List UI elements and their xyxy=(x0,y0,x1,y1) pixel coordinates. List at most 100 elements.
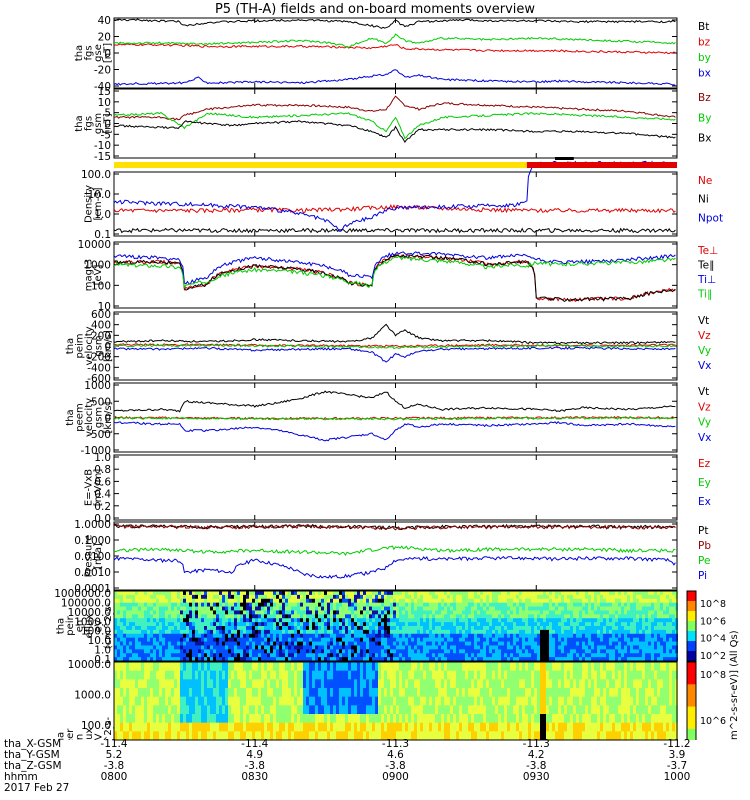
heatmap-cell xyxy=(669,641,672,646)
heatmap-cell xyxy=(300,626,303,631)
heatmap-cell xyxy=(399,606,402,611)
heatmap-cell xyxy=(510,622,513,627)
heatmap-cell xyxy=(186,610,189,615)
heatmap-cell xyxy=(372,637,375,643)
heatmap-cell xyxy=(144,705,147,715)
heatmap-cell xyxy=(495,653,498,658)
heatmap-cell xyxy=(525,591,528,596)
heatmap-cell xyxy=(657,602,660,608)
panel-ylabel-line: E=-VxB xyxy=(83,469,94,506)
heatmap-cell xyxy=(396,602,399,608)
heatmap-cell xyxy=(660,591,663,596)
heatmap-cell xyxy=(324,602,327,608)
heatmap-cell xyxy=(498,645,501,650)
heatmap-cell xyxy=(315,633,318,639)
heatmap-cell xyxy=(462,610,465,615)
heatmap-cell xyxy=(645,610,648,615)
heatmap-cell xyxy=(555,637,558,643)
heatmap-cell xyxy=(279,610,282,615)
heatmap-cell xyxy=(576,618,579,623)
heatmap-cell xyxy=(300,622,303,627)
heatmap-cell xyxy=(171,645,174,650)
heatmap-cell xyxy=(603,594,606,600)
heatmap-cell xyxy=(354,645,357,650)
heatmap-cell xyxy=(204,610,207,615)
heatmap-cell xyxy=(504,633,507,639)
heatmap-cell xyxy=(333,594,336,600)
heatmap-cell xyxy=(420,641,423,646)
heatmap-cell xyxy=(252,714,255,724)
heatmap-cell xyxy=(234,622,237,627)
heatmap-cell xyxy=(189,657,192,662)
heatmap-cell xyxy=(141,614,144,619)
heatmap-cell xyxy=(393,653,396,658)
heatmap-cell xyxy=(303,591,306,596)
heatmap-cell xyxy=(609,641,612,646)
heatmap-cell xyxy=(228,722,231,732)
heatmap-cell xyxy=(270,641,273,646)
heatmap-cell xyxy=(543,657,546,662)
heatmap-cell xyxy=(381,649,384,654)
heatmap-cell xyxy=(294,688,297,698)
heatmap-cell xyxy=(177,637,180,643)
heatmap-cell xyxy=(216,602,219,608)
heatmap-cell xyxy=(174,714,177,724)
heatmap-cell xyxy=(504,614,507,619)
legend-Bz: Bz xyxy=(698,92,711,104)
heatmap-cell xyxy=(408,633,411,639)
heatmap-cell xyxy=(129,688,132,698)
heatmap-cell xyxy=(123,657,126,662)
heatmap-cell xyxy=(222,714,225,724)
heatmap-cell xyxy=(132,714,135,724)
heatmap-cell xyxy=(285,591,288,596)
heatmap-cell xyxy=(462,637,465,643)
heatmap-cell xyxy=(462,629,465,635)
heatmap-cell xyxy=(354,629,357,635)
heatmap-cell xyxy=(603,645,606,650)
heatmap-cell xyxy=(423,629,426,635)
heatmap-cell xyxy=(597,622,600,627)
heatmap-cell xyxy=(318,602,321,608)
heatmap-cell xyxy=(246,696,249,706)
heatmap-cell xyxy=(633,598,636,604)
heatmap-cell xyxy=(195,641,198,646)
heatmap-cell xyxy=(546,653,549,658)
heatmap-cell xyxy=(654,598,657,604)
heatmap-cell xyxy=(522,653,525,658)
heatmap-cell xyxy=(405,598,408,604)
heatmap-cell xyxy=(456,594,459,600)
heatmap-cell xyxy=(150,598,153,604)
heatmap-cell xyxy=(207,633,210,639)
heatmap-cell xyxy=(291,626,294,631)
heatmap-cell xyxy=(264,696,267,706)
heatmap-cell xyxy=(252,637,255,643)
heatmap-cell xyxy=(303,618,306,623)
heatmap-cell xyxy=(306,649,309,654)
heatmap-cell xyxy=(309,653,312,658)
heatmap-cell xyxy=(210,610,213,615)
heatmap-cell xyxy=(612,602,615,608)
heatmap-cell xyxy=(192,633,195,639)
heatmap-cell xyxy=(276,670,279,680)
heatmap-cell xyxy=(318,622,321,627)
heatmap-cell xyxy=(324,618,327,623)
heatmap-cell xyxy=(507,633,510,639)
heatmap-cell xyxy=(171,731,174,741)
heatmap-cell xyxy=(237,606,240,611)
heatmap-cell xyxy=(240,657,243,662)
heatmap-cell xyxy=(555,641,558,646)
panel-ylabel-line: tha xyxy=(56,618,67,634)
heatmap-cell xyxy=(456,598,459,604)
heatmap-cell xyxy=(561,645,564,650)
heatmap-cell xyxy=(324,622,327,627)
heatmap-cell xyxy=(360,649,363,654)
heatmap-cell xyxy=(225,637,228,643)
heatmap-cell xyxy=(207,602,210,608)
heatmap-cell xyxy=(633,606,636,611)
heatmap-cell xyxy=(516,606,519,611)
heatmap-cell xyxy=(255,670,258,680)
heatmap-cell xyxy=(459,653,462,658)
heatmap-cell xyxy=(525,657,528,662)
heatmap-cell xyxy=(489,633,492,639)
heatmap-cell xyxy=(408,629,411,635)
